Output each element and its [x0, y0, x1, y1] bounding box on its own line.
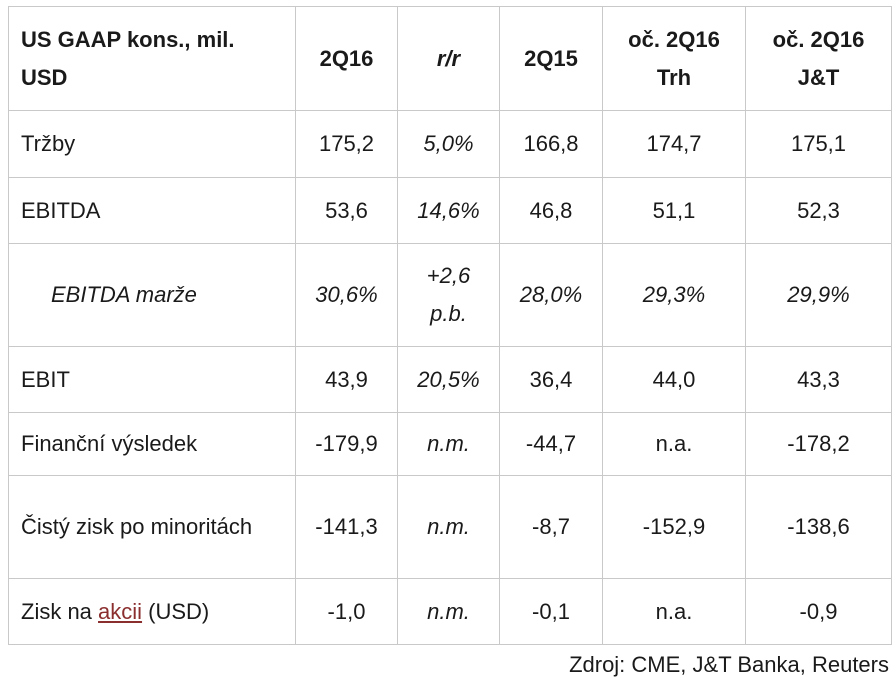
header-2q15: 2Q15	[499, 6, 603, 111]
cell-expected-market: -152,9	[602, 475, 746, 579]
cell-yoy: 14,6%	[397, 177, 500, 244]
cell-expected-jt: -178,2	[745, 412, 892, 476]
cell-expected-market: 51,1	[602, 177, 746, 244]
row-label: Čistý zisk po minoritách	[8, 475, 296, 579]
cell-2q16: 175,2	[295, 110, 398, 178]
cell-expected-market: 44,0	[602, 346, 746, 413]
cell-expected-market: 29,3%	[602, 243, 746, 347]
row-label-suffix: (USD)	[142, 598, 210, 624]
row-label: EBIT	[8, 346, 296, 413]
cell-2q15: -0,1	[499, 578, 603, 645]
cell-expected-jt: 29,9%	[745, 243, 892, 347]
header-2q16: 2Q16	[295, 6, 398, 111]
table-row: Finanční výsledek -179,9 n.m. -44,7 n.a.…	[8, 412, 892, 476]
row-label: EBITDA marže	[8, 243, 296, 347]
row-label: EBITDA	[8, 177, 296, 244]
cell-expected-jt: -0,9	[745, 578, 892, 645]
source-note: Zdroj: CME, J&T Banka, Reuters	[569, 652, 889, 677]
cell-2q16: 30,6%	[295, 243, 398, 347]
table-header-row: US GAAP kons., mil. USD 2Q16 r/r 2Q15 oč…	[8, 6, 892, 111]
table-row: EBITDA marže 30,6% +2,6 p.b. 28,0% 29,3%…	[8, 243, 892, 347]
cell-2q15: 166,8	[499, 110, 603, 178]
cell-2q16: 43,9	[295, 346, 398, 413]
cell-2q15: 36,4	[499, 346, 603, 413]
akcie-link[interactable]: akcii	[98, 598, 143, 624]
cell-2q15: 28,0%	[499, 243, 603, 347]
table-row: Zisk na akcii (USD) -1,0 n.m. -0,1 n.a. …	[8, 578, 892, 645]
cell-2q15: 46,8	[499, 177, 603, 244]
table-row: Čistý zisk po minoritách -141,3 n.m. -8,…	[8, 475, 892, 579]
row-label: Zisk na akcii (USD)	[8, 578, 296, 645]
header-expected-market: oč. 2Q16 Trh	[602, 6, 746, 111]
cell-expected-jt: -138,6	[745, 475, 892, 579]
cell-expected-jt: 52,3	[745, 177, 892, 244]
header-metric: US GAAP kons., mil. USD	[8, 6, 296, 111]
header-expected-jt: oč. 2Q16 J&T	[745, 6, 892, 111]
cell-expected-market: n.a.	[602, 412, 746, 476]
cell-yoy: +2,6 p.b.	[397, 243, 500, 347]
cell-yoy: 20,5%	[397, 346, 500, 413]
row-label: Tržby	[8, 110, 296, 178]
table-row: Tržby 175,2 5,0% 166,8 174,7 175,1	[8, 110, 892, 178]
cell-2q15: -44,7	[499, 412, 603, 476]
cell-expected-market: 174,7	[602, 110, 746, 178]
table-row: EBITDA 53,6 14,6% 46,8 51,1 52,3	[8, 177, 892, 244]
cell-yoy: n.m.	[397, 578, 500, 645]
header-yoy: r/r	[397, 6, 500, 111]
cell-yoy: n.m.	[397, 412, 500, 476]
cell-expected-jt: 175,1	[745, 110, 892, 178]
cell-yoy: 5,0%	[397, 110, 500, 178]
cell-2q15: -8,7	[499, 475, 603, 579]
cell-2q16: -141,3	[295, 475, 398, 579]
table-row: EBIT 43,9 20,5% 36,4 44,0 43,3	[8, 346, 892, 413]
cell-expected-market: n.a.	[602, 578, 746, 645]
cell-2q16: -1,0	[295, 578, 398, 645]
row-label: Finanční výsledek	[8, 412, 296, 476]
row-label-prefix: Zisk na	[21, 598, 99, 624]
cell-2q16: 53,6	[295, 177, 398, 244]
cell-yoy: n.m.	[397, 475, 500, 579]
cell-2q16: -179,9	[295, 412, 398, 476]
cell-expected-jt: 43,3	[745, 346, 892, 413]
financial-results-table: US GAAP kons., mil. USD 2Q16 r/r 2Q15 oč…	[8, 6, 892, 645]
